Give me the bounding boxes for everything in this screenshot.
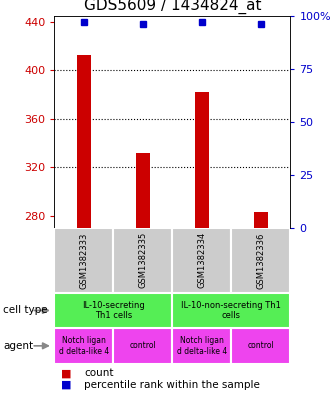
- Text: IL-10-non-secreting Th1
cells: IL-10-non-secreting Th1 cells: [182, 301, 281, 320]
- Text: IL-10-secreting
Th1 cells: IL-10-secreting Th1 cells: [82, 301, 145, 320]
- Text: GSM1382335: GSM1382335: [138, 232, 148, 288]
- Bar: [173, 293, 290, 328]
- Text: count: count: [84, 368, 114, 378]
- Text: ■: ■: [61, 368, 72, 378]
- Text: Notch ligan
d delta-like 4: Notch ligan d delta-like 4: [177, 336, 227, 356]
- Text: cell type: cell type: [3, 305, 48, 316]
- Bar: [136, 153, 150, 228]
- Bar: [173, 328, 231, 364]
- Bar: [54, 328, 114, 364]
- Bar: [54, 228, 114, 293]
- Bar: [77, 55, 91, 228]
- Title: GDS5609 / 1434824_at: GDS5609 / 1434824_at: [84, 0, 261, 15]
- Text: Notch ligan
d delta-like 4: Notch ligan d delta-like 4: [59, 336, 109, 356]
- Bar: [253, 212, 268, 228]
- Bar: [54, 293, 173, 328]
- Bar: [173, 228, 231, 293]
- Bar: [114, 228, 173, 293]
- Text: percentile rank within the sample: percentile rank within the sample: [84, 380, 260, 390]
- Text: control: control: [130, 342, 156, 350]
- Text: GSM1382334: GSM1382334: [197, 232, 207, 288]
- Text: control: control: [248, 342, 274, 350]
- Text: GSM1382336: GSM1382336: [256, 232, 265, 288]
- Bar: [231, 328, 290, 364]
- Bar: [231, 228, 290, 293]
- Bar: [114, 328, 173, 364]
- Bar: [195, 92, 209, 228]
- Text: GSM1382333: GSM1382333: [80, 232, 88, 288]
- Text: ■: ■: [61, 380, 72, 390]
- Text: agent: agent: [3, 341, 33, 351]
